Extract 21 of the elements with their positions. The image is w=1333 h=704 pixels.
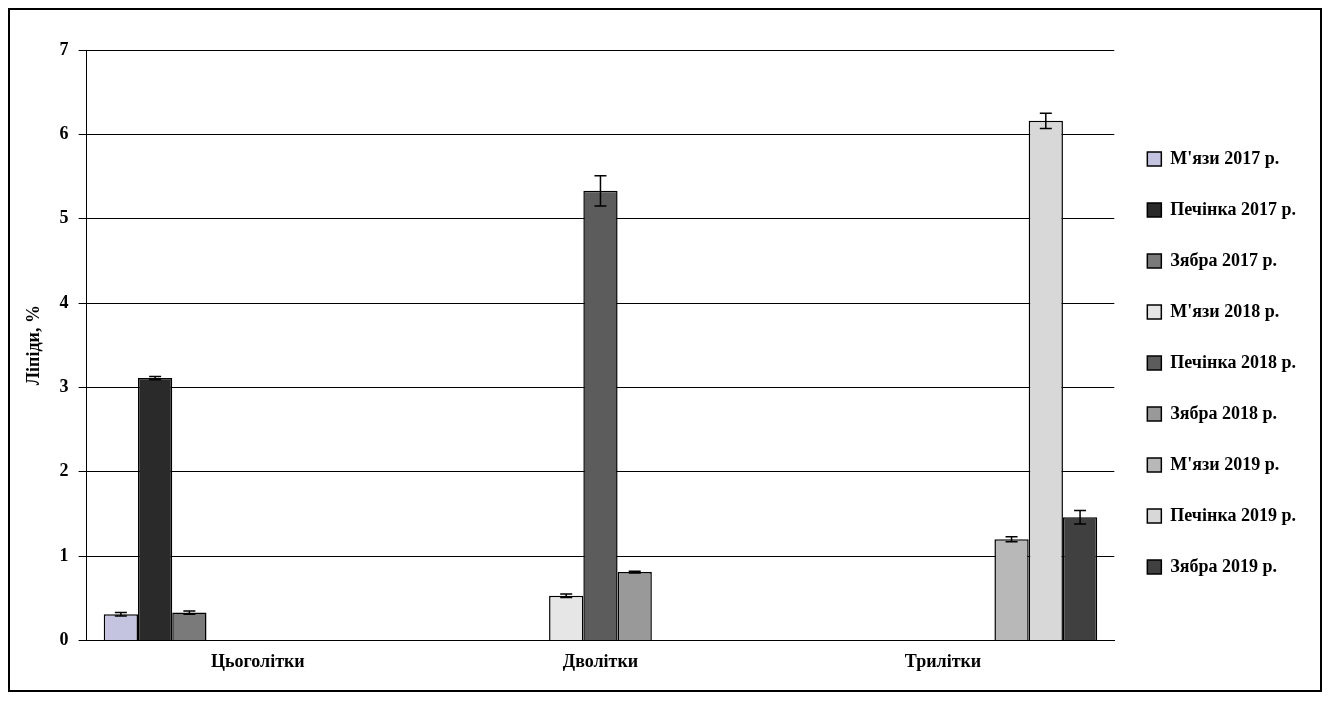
y-tick-label: 4	[59, 291, 69, 312]
legend-label: Зябра 2017 р.	[1170, 249, 1278, 270]
legend-label: М'язи 2018 р.	[1170, 300, 1280, 321]
legend-label: Печінка 2019 р.	[1170, 504, 1297, 525]
y-tick-label: 2	[59, 460, 69, 481]
legend-label: М'язи 2019 р.	[1170, 453, 1280, 474]
legend-label: Печінка 2017 р.	[1170, 198, 1297, 219]
y-tick-label: 6	[59, 123, 69, 143]
legend-label: Зябра 2019 р.	[1170, 555, 1278, 576]
y-tick-label: 1	[59, 544, 69, 565]
y-tick-label: 0	[59, 629, 69, 650]
y-axis-title: Ліпіди, %	[23, 305, 44, 386]
y-tick-label: 3	[59, 376, 69, 397]
legend-label: Печінка 2018 р.	[1170, 351, 1297, 372]
x-tick-label: Цьоголітки	[211, 650, 305, 671]
x-tick-label: Дволітки	[562, 650, 639, 671]
legend-label: Зябра 2018 р.	[1170, 402, 1278, 423]
y-tick-label: 5	[59, 207, 69, 228]
legend-label: М'язи 2017 р.	[1170, 147, 1280, 168]
x-tick-label: Трилітки	[904, 650, 982, 671]
y-tick-label: 7	[59, 38, 69, 59]
